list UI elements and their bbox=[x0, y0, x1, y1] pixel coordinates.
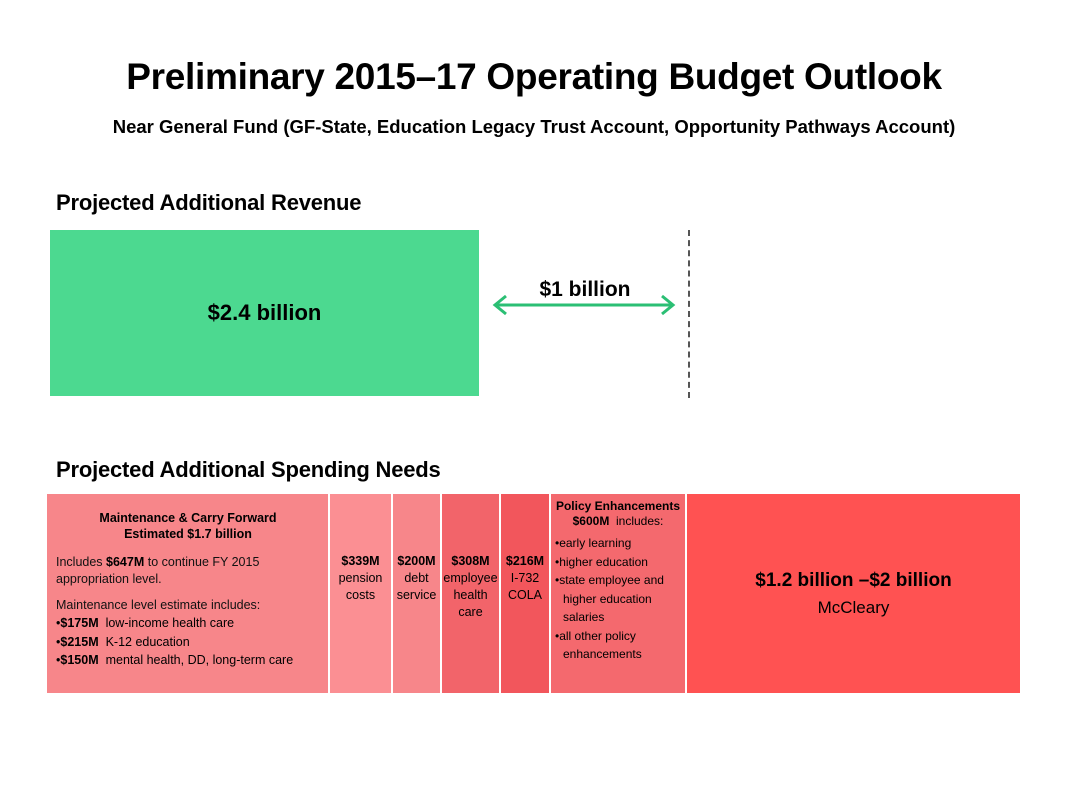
list-item-label: mental health, DD, long-term care bbox=[105, 653, 294, 667]
cola-label-line2: COLA bbox=[507, 588, 543, 602]
pension-amount: $339M bbox=[341, 554, 380, 568]
list-item-label: state employee and higher education sala… bbox=[559, 573, 664, 624]
employee-health-label-line1: employee bbox=[443, 571, 498, 585]
debt-amount: $200M bbox=[397, 554, 436, 568]
policy-title: Policy Enhancements bbox=[555, 499, 681, 513]
pension-label-line2: costs bbox=[345, 588, 376, 602]
maintenance-text-amount: $647M bbox=[106, 555, 145, 569]
policy-includes: includes: bbox=[616, 514, 664, 528]
employee-health-segment: $308M employee health care bbox=[442, 494, 501, 693]
revenue-box: $2.4 billion bbox=[50, 230, 479, 396]
list-item: •state employee and higher education sal… bbox=[555, 573, 664, 624]
double-arrow-icon bbox=[492, 294, 676, 316]
debt-label-line1: debt bbox=[404, 571, 429, 585]
maintenance-text-prefix: Includes bbox=[56, 555, 107, 569]
pension-label-line1: pension bbox=[338, 571, 383, 585]
maintenance-title-line1: Maintenance & Carry Forward bbox=[99, 511, 277, 525]
list-item: •$175M low-income health care bbox=[56, 616, 235, 630]
pension-segment: $339M pension costs bbox=[330, 494, 393, 693]
policy-subtitle: $600M includes: bbox=[555, 514, 681, 529]
gap-indicator: $1 billion bbox=[490, 275, 680, 325]
list-item: •$150M mental health, DD, long-term care bbox=[56, 653, 294, 667]
list-item: •all other policy enhancements bbox=[555, 628, 642, 662]
mccleary-label: McCleary bbox=[817, 597, 890, 617]
debt-label-line2: service bbox=[396, 588, 437, 602]
list-item: •early learning bbox=[555, 536, 632, 550]
list-item-label: all other policy enhancements bbox=[559, 628, 642, 662]
list-item-label: higher education bbox=[559, 554, 648, 569]
list-item: •$215M K-12 education bbox=[56, 634, 190, 649]
list-item-label: low-income health care bbox=[105, 616, 235, 630]
debt-segment: $200M debt service bbox=[393, 494, 442, 693]
maintenance-text: Includes $647M to continue FY 2015 appro… bbox=[56, 554, 320, 588]
page-title: Preliminary 2015–17 Operating Budget Out… bbox=[126, 56, 942, 97]
list-item-amount: $175M bbox=[60, 616, 99, 630]
mccleary-segment: $1.2 billion –$2 billion McCleary bbox=[687, 494, 1020, 693]
list-item-label: K-12 education bbox=[105, 634, 190, 649]
policy-amount: $600M bbox=[572, 514, 610, 528]
employee-health-amount: $308M bbox=[451, 554, 490, 568]
page-subtitle: Near General Fund (GF-State, Education L… bbox=[112, 116, 956, 137]
list-item-label: early learning bbox=[559, 536, 632, 550]
maintenance-title: Maintenance & Carry Forward Estimated $1… bbox=[56, 510, 320, 542]
mccleary-amount: $1.2 billion –$2 billion bbox=[755, 569, 952, 591]
revenue-heading: Projected Additional Revenue bbox=[56, 190, 362, 215]
revenue-amount: $2.4 billion bbox=[207, 300, 322, 325]
gap-dashed-line bbox=[688, 230, 690, 398]
maintenance-subheading: Maintenance level estimate includes: bbox=[56, 598, 261, 612]
employee-health-label-line2: health bbox=[453, 588, 488, 602]
gap-label: $1 billion bbox=[539, 278, 631, 301]
list-item-amount: $150M bbox=[60, 653, 99, 667]
cola-segment: $216M I-732 COLA bbox=[501, 494, 551, 693]
spending-heading: Projected Additional Spending Needs bbox=[56, 457, 441, 482]
maintenance-list: •$175M low-income health care •$215M K-1… bbox=[56, 614, 320, 670]
policy-list: •early learning •higher education •state… bbox=[555, 534, 681, 664]
maintenance-title-line2: Estimated $1.7 billion bbox=[124, 527, 252, 541]
list-item-amount: $215M bbox=[60, 634, 99, 649]
spending-bar: Maintenance & Carry Forward Estimated $1… bbox=[47, 494, 1020, 693]
list-item: •higher education bbox=[555, 554, 648, 569]
cola-amount: $216M bbox=[505, 554, 545, 568]
employee-health-label-line3: care bbox=[458, 605, 483, 619]
cola-label-line1: I-732 bbox=[510, 571, 540, 585]
maintenance-segment: Maintenance & Carry Forward Estimated $1… bbox=[47, 494, 330, 693]
maintenance-text-suffix: to continue FY 2015 appropriation level. bbox=[56, 555, 260, 586]
policy-segment: Policy Enhancements $600M includes: •ear… bbox=[551, 494, 687, 693]
